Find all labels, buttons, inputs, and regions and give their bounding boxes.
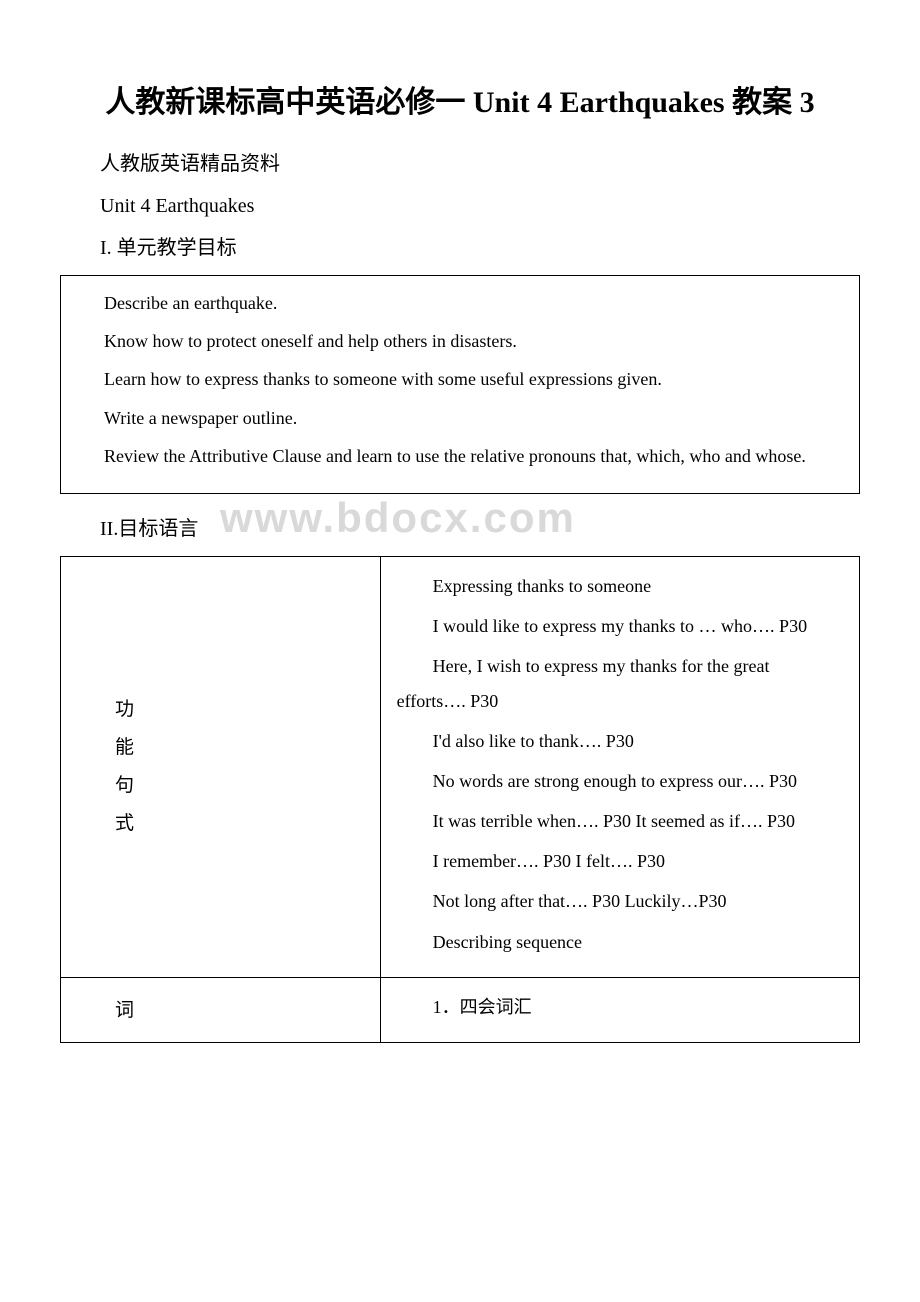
expr-line-3: Here, I wish to express my thanks for th… (397, 649, 843, 717)
objective-5: Review the Attributive Clause and learn … (77, 439, 843, 473)
expr-line-8: Not long after that…. P30 Luckily…P30 (397, 884, 843, 918)
table-row: 功 能 句 式 Expressing thanks to someone I w… (61, 556, 860, 977)
vert-char-3: 句 (77, 767, 364, 805)
objectives-box: Describe an earthquake. Know how to prot… (60, 275, 860, 494)
table-row: 词 1．四会词汇 (61, 977, 860, 1042)
objective-2: Know how to protect oneself and help oth… (77, 324, 843, 358)
cell-expressions: Expressing thanks to someone I would lik… (380, 556, 859, 977)
expr-line-2: I would like to express my thanks to … w… (397, 609, 843, 643)
vocab-char: 词 (77, 992, 364, 1030)
vert-char-4: 式 (77, 805, 364, 843)
objective-4: Write a newspaper outline. (77, 401, 843, 435)
vert-char-1: 功 (77, 691, 364, 729)
target-language-table: 功 能 句 式 Expressing thanks to someone I w… (60, 556, 860, 1043)
cell-function-sentence: 功 能 句 式 (61, 556, 381, 977)
document-title: 人教新课标高中英语必修一 Unit 4 Earthquakes 教案 3 (60, 80, 860, 125)
cell-vocabulary-label: 词 (61, 977, 381, 1042)
section-2-label: II.目标语言 (60, 510, 860, 548)
intro-line-2: Unit 4 Earthquakes (60, 187, 860, 225)
expr-line-7: I remember…. P30 I felt…. P30 (397, 844, 843, 878)
objective-1: Describe an earthquake. (77, 286, 843, 320)
intro-line-1: 人教版英语精品资料 (60, 145, 860, 183)
intro-line-3: I. 单元教学目标 (60, 229, 860, 267)
expr-line-6: It was terrible when…. P30 It seemed as … (397, 804, 843, 838)
expr-line-4: I'd also like to thank…. P30 (397, 724, 843, 758)
objective-3: Learn how to express thanks to someone w… (77, 362, 843, 396)
expr-line-9: Describing sequence (397, 925, 843, 959)
cell-vocabulary-content: 1．四会词汇 (380, 977, 859, 1042)
vocab-line-1: 1．四会词汇 (397, 990, 843, 1024)
vert-char-2: 能 (77, 729, 364, 767)
expr-line-5: No words are strong enough to express ou… (397, 764, 843, 798)
expr-line-1: Expressing thanks to someone (397, 569, 843, 603)
